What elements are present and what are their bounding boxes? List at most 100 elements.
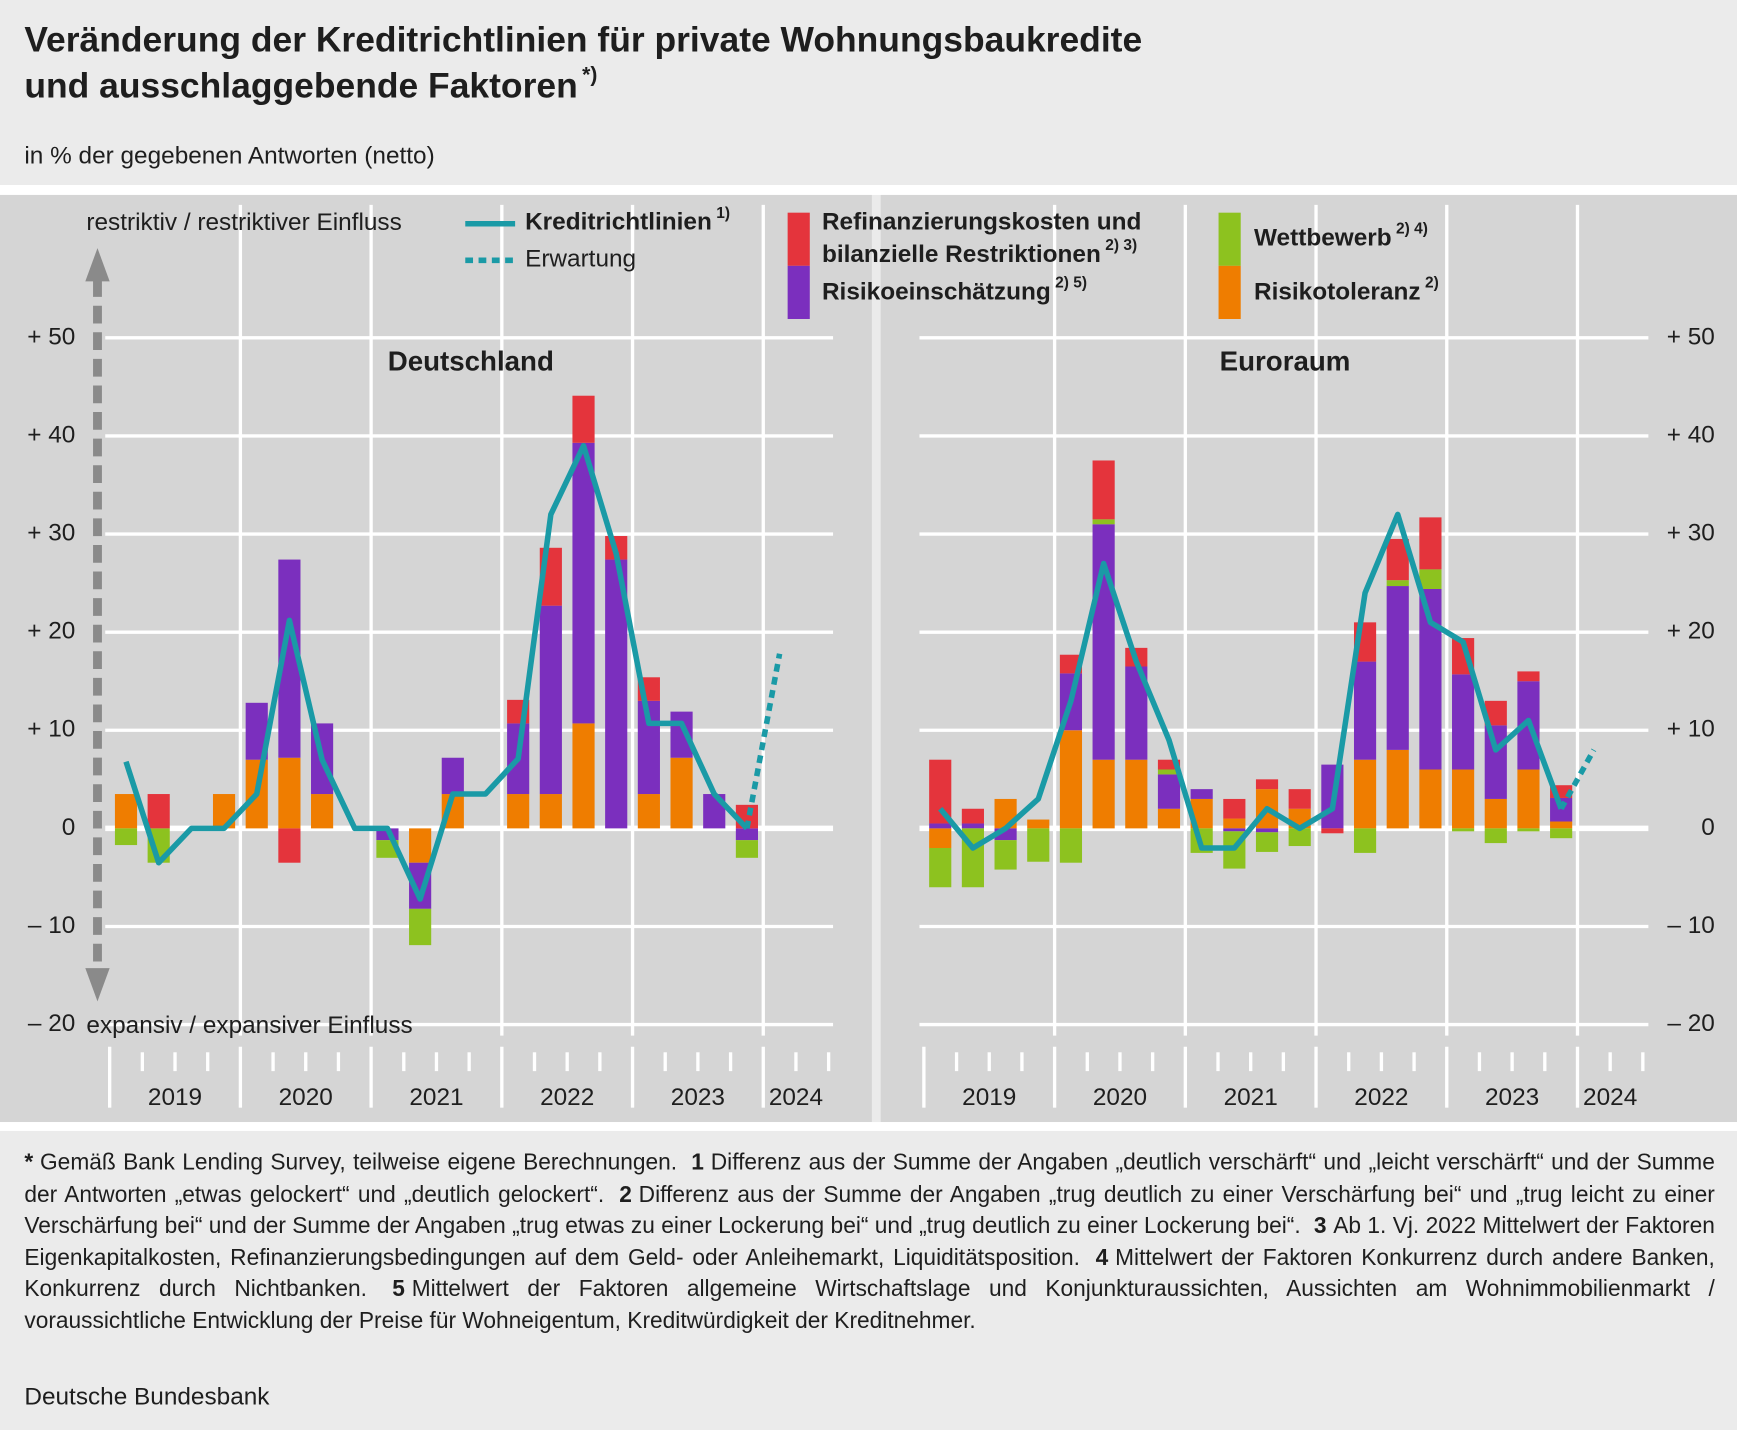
panel-title: Euroraum xyxy=(1220,346,1351,377)
y-tick-label: – 20 xyxy=(28,1010,75,1037)
legend-label: Erwartung xyxy=(525,246,636,273)
bar-segment xyxy=(1255,779,1279,790)
y-tick-label: 0 xyxy=(62,814,76,841)
bar-segment xyxy=(1484,700,1507,726)
footnote: Mittelwert der Faktoren allgemeine Wirts… xyxy=(24,1276,1715,1334)
subtitle: in % der gegebenen Antworten (netto) xyxy=(24,143,434,170)
legend-name: Risikotoleranz xyxy=(1254,279,1421,306)
footnotes: * Gemäß Bank Lending Survey, teilweise ei… xyxy=(24,1148,1714,1337)
bar-segment xyxy=(1452,769,1475,829)
legend-swatch xyxy=(1218,212,1241,266)
legend-label: Kreditrichtlinien 1) xyxy=(525,205,730,236)
bar-segment xyxy=(1550,828,1573,839)
bar-segment xyxy=(1419,588,1442,770)
y-tick-label: + 30 xyxy=(27,519,75,546)
footnote-marker: 5 xyxy=(392,1276,405,1302)
bar-segment xyxy=(1157,774,1181,809)
bar-segment xyxy=(409,908,432,946)
bar-segment xyxy=(1157,759,1181,770)
y-tick-label: + 20 xyxy=(1667,618,1715,645)
footnote: Mittelwert der Faktoren Konkurrenz durch… xyxy=(24,1244,1715,1302)
bar-segment xyxy=(409,828,432,863)
x-tick-label: 2023 xyxy=(1485,1084,1539,1111)
y-tick-label: – 20 xyxy=(1667,1010,1714,1037)
footnote-marker: 3 xyxy=(1313,1212,1327,1239)
x-tick-label: 2019 xyxy=(962,1084,1016,1111)
bar-segment xyxy=(929,759,952,824)
bar-segment xyxy=(1517,769,1540,829)
bar-segment xyxy=(1484,828,1507,844)
legend-label: Refinanzierungskosten und xyxy=(822,209,1141,236)
legend-swatch xyxy=(787,212,810,266)
bar-segment xyxy=(1027,819,1050,829)
legend-note: 2) 5) xyxy=(1055,275,1087,292)
x-tick-label: 2019 xyxy=(148,1084,202,1111)
footnote-text: * Gemäß Bank Lending Survey, teilweise ei… xyxy=(24,1148,1714,1337)
bar-segment xyxy=(441,757,464,795)
footnote: Gemäß Bank Lending Survey, teilweise eig… xyxy=(40,1149,678,1176)
bar-segment xyxy=(1092,524,1115,760)
footnote: Ab 1. Vj. 2022 Mittelwert der Faktoren E… xyxy=(24,1212,1715,1270)
bar-segment xyxy=(1353,661,1377,760)
legend-name: Kreditrichtlinien xyxy=(525,209,712,236)
bar-segment xyxy=(1484,798,1507,829)
title-line: und ausschlaggebende Faktoren xyxy=(24,66,577,106)
bar-segment xyxy=(1157,769,1181,775)
legend-name: bilanzielle Restriktionen xyxy=(822,241,1101,268)
bar-segment xyxy=(1157,808,1181,829)
bar-segment xyxy=(670,757,693,829)
y-axis-label: restriktiv / restriktiver Einfluss xyxy=(86,209,401,236)
source: Deutsche Bundesbank xyxy=(24,1383,270,1410)
legend-swatch xyxy=(1218,265,1241,320)
x-tick-label: 2023 xyxy=(671,1084,725,1111)
bar-segment xyxy=(961,823,984,829)
legend-label: bilanzielle Restriktionen 2) 3) xyxy=(822,237,1137,268)
bar-segment xyxy=(278,757,301,829)
bar-segment xyxy=(994,840,1017,870)
bar-segment xyxy=(1092,460,1115,520)
bar-segment xyxy=(1452,674,1475,770)
y-tick-label: + 40 xyxy=(27,421,75,448)
bar-segment xyxy=(572,395,595,443)
bar-segment xyxy=(539,794,562,829)
bar-segment xyxy=(1386,749,1409,829)
bar-segment xyxy=(605,559,628,829)
bar-segment xyxy=(114,794,138,829)
bar-segment xyxy=(735,828,758,841)
y-tick-label: + 50 xyxy=(27,323,75,350)
x-tick-label: 2021 xyxy=(409,1084,463,1111)
bar-segment xyxy=(1353,828,1377,853)
bar-segment xyxy=(1419,517,1442,570)
bar-segment xyxy=(1517,828,1540,832)
bar-segment xyxy=(994,828,1017,841)
legend-name: Risikoeinschätzung xyxy=(822,279,1051,306)
bar-segment xyxy=(1059,828,1083,863)
footnote-marker: * xyxy=(24,1149,34,1176)
data-line xyxy=(938,511,1564,851)
legend-note: 1) xyxy=(716,205,730,222)
y-tick-label: 0 xyxy=(1701,814,1715,841)
y-tick-label: + 10 xyxy=(27,716,75,743)
legend-name: Refinanzierungskosten und xyxy=(822,209,1141,236)
title-note: *) xyxy=(582,63,597,86)
panel-right xyxy=(880,194,1737,1123)
footnote-marker: 1 xyxy=(691,1149,704,1176)
bar-segment xyxy=(147,794,170,829)
legend-label: Risikotoleranz 2) xyxy=(1254,275,1439,306)
bar-segment xyxy=(1125,759,1148,829)
y-axis-label: expansiv / expansiver Einfluss xyxy=(86,1012,412,1039)
y-tick-label: + 30 xyxy=(1667,519,1715,546)
bar-segment xyxy=(1321,828,1344,834)
bar-segment xyxy=(1223,798,1246,819)
bar-segment xyxy=(1255,828,1279,833)
expectation-line xyxy=(744,653,783,829)
bar-segment xyxy=(1386,538,1409,581)
bar-segment xyxy=(1517,671,1540,682)
chart-title: Veränderung der Kreditrichtlinien für pr… xyxy=(24,19,1142,59)
bar-segment xyxy=(1223,828,1246,832)
bar-segment xyxy=(929,828,952,848)
bar-segment xyxy=(1092,759,1115,829)
bar-segment xyxy=(572,723,595,829)
chart-title: und ausschlaggebende Faktoren *) xyxy=(24,63,597,106)
